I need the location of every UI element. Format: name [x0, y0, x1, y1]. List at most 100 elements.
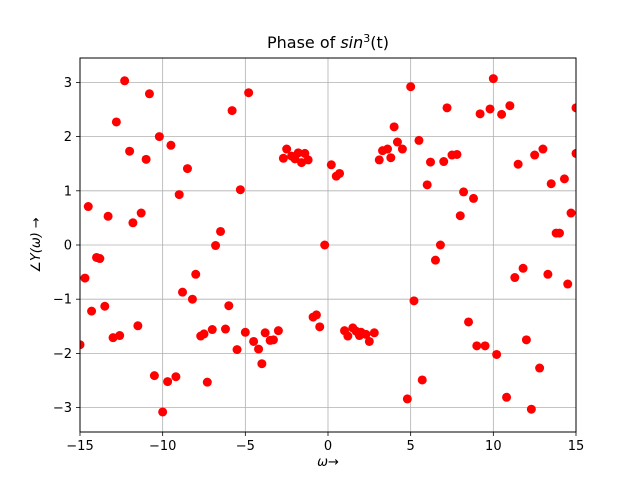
- data-point: [95, 254, 105, 264]
- chart-title-math: sin: [340, 33, 363, 52]
- data-point: [472, 341, 482, 351]
- data-point: [232, 345, 242, 355]
- data-point: [386, 153, 396, 163]
- y-tick-label: 0: [64, 239, 72, 254]
- data-point: [488, 74, 498, 84]
- y-tick-label: −3: [53, 401, 72, 416]
- data-point: [144, 89, 154, 99]
- data-point: [111, 117, 121, 127]
- data-point: [518, 263, 528, 273]
- data-point: [326, 160, 336, 170]
- data-point: [220, 324, 230, 334]
- data-point: [464, 317, 474, 327]
- data-point: [452, 149, 462, 159]
- chart-title: Phase of sin3(t): [267, 32, 389, 52]
- data-point: [249, 336, 259, 346]
- data-point: [227, 106, 237, 116]
- data-point: [141, 154, 151, 164]
- data-point: [178, 287, 188, 297]
- data-point: [361, 329, 371, 339]
- data-point: [414, 135, 424, 145]
- data-point: [199, 329, 209, 339]
- data-point: [383, 144, 393, 154]
- data-point: [480, 341, 490, 351]
- data-point: [282, 144, 292, 154]
- y-tick-label: 2: [64, 130, 72, 145]
- data-point: [468, 193, 478, 203]
- data-point: [240, 327, 250, 337]
- y-tick-label: 3: [64, 76, 72, 91]
- data-point: [571, 103, 576, 113]
- data-point: [497, 109, 507, 119]
- data-point: [320, 240, 330, 250]
- data-point: [435, 240, 445, 250]
- data-point: [397, 144, 407, 154]
- data-point: [563, 279, 573, 289]
- data-points: [80, 74, 576, 417]
- data-point: [260, 328, 270, 338]
- data-point: [439, 157, 449, 167]
- data-point: [364, 336, 374, 346]
- data-point: [335, 168, 345, 178]
- data-point: [535, 363, 545, 373]
- chart-title-suffix: (t): [370, 33, 389, 52]
- data-point: [244, 88, 254, 98]
- data-point: [546, 179, 556, 189]
- data-point: [268, 335, 278, 345]
- data-point: [510, 273, 520, 283]
- data-point: [426, 157, 436, 167]
- x-axis-label: ω→: [317, 455, 339, 470]
- data-point: [273, 326, 283, 336]
- data-point: [455, 211, 465, 221]
- data-point: [136, 208, 146, 218]
- data-point: [369, 328, 379, 338]
- data-point: [216, 226, 226, 236]
- data-point: [187, 294, 197, 304]
- chart-title-superscript: 3: [363, 32, 370, 45]
- data-point: [83, 202, 93, 212]
- data-point: [257, 359, 267, 369]
- data-point: [311, 310, 321, 320]
- data-point: [417, 375, 427, 385]
- data-point: [174, 190, 184, 200]
- data-point: [442, 103, 452, 113]
- data-point: [158, 407, 168, 417]
- data-point: [475, 109, 485, 119]
- data-point: [133, 321, 143, 331]
- data-point: [502, 392, 512, 402]
- data-point: [543, 269, 553, 279]
- data-point: [278, 153, 288, 163]
- data-point: [163, 377, 173, 387]
- data-point: [343, 331, 353, 341]
- x-tick-label: 0: [324, 439, 332, 454]
- data-point: [492, 349, 502, 359]
- data-point: [422, 180, 432, 190]
- data-point: [374, 155, 384, 165]
- data-point: [530, 150, 540, 160]
- data-point: [303, 155, 313, 165]
- data-point: [224, 301, 234, 311]
- x-tick-label: 5: [407, 439, 415, 454]
- chart-title-prefix: Phase of: [267, 33, 340, 52]
- data-point: [315, 322, 325, 332]
- data-point: [128, 218, 138, 228]
- data-point: [293, 148, 303, 158]
- data-point: [505, 101, 515, 111]
- x-tick-label: 15: [568, 439, 585, 454]
- data-point: [154, 132, 164, 142]
- y-axis-label: ∠Y(ω) →: [29, 217, 44, 273]
- data-point: [459, 187, 469, 197]
- data-point: [409, 296, 419, 306]
- data-point: [80, 340, 85, 350]
- data-point: [100, 301, 110, 311]
- data-point: [513, 159, 523, 169]
- data-point: [571, 148, 576, 158]
- data-point: [171, 372, 181, 382]
- y-tick-label: 1: [64, 184, 72, 199]
- data-point: [406, 82, 416, 92]
- y-tick-label: −2: [53, 347, 72, 362]
- data-point: [485, 104, 495, 114]
- data-point: [207, 325, 217, 335]
